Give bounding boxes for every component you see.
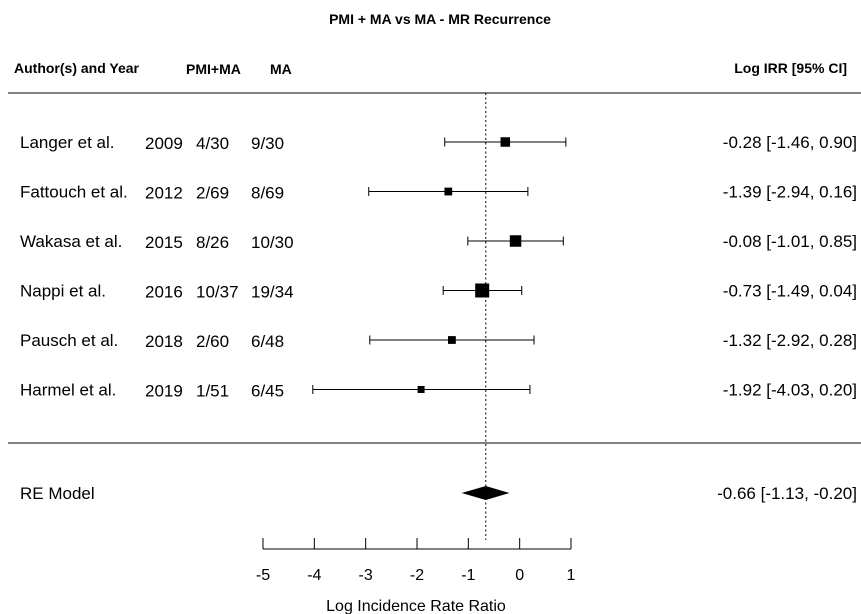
summary-diamond <box>461 486 510 500</box>
study-year: 2009 <box>145 134 183 153</box>
study-pmi-ma-events: 2/60 <box>196 332 229 351</box>
study-author: Langer et al. <box>20 133 115 152</box>
study-year: 2019 <box>145 382 183 401</box>
point-estimate <box>500 137 511 147</box>
study-pmi-ma-events: 10/37 <box>196 283 239 302</box>
study-estimate-label: -0.28 [-1.46, 0.90] <box>723 133 857 152</box>
study-year: 2012 <box>145 184 183 203</box>
study-ma-events: 19/34 <box>251 283 294 302</box>
study-ma-events: 6/45 <box>251 382 284 401</box>
x-tick-label: -1 <box>461 567 475 584</box>
x-axis: -5 -4 -3 -2 -1 0 1 <box>256 538 576 584</box>
point-estimate <box>509 235 522 247</box>
study-estimate-label: -1.39 [-2.94, 0.16] <box>723 183 857 202</box>
study-author: Fattouch et al. <box>20 183 128 202</box>
column-header-pmi-ma: PMI+MA <box>186 61 241 77</box>
study-row: Langer et al. 2009 4/30 9/30 -0.28 [-1.46, 0… <box>20 133 857 153</box>
point-estimate <box>417 386 425 393</box>
study-estimate-label: -1.32 [-2.92, 0.28] <box>723 331 857 350</box>
study-author: Wakasa et al. <box>20 232 122 251</box>
point-estimate <box>444 187 453 196</box>
study-estimate-label: -0.73 [-1.49, 0.04] <box>723 282 857 301</box>
study-row: Wakasa et al. 2015 8/26 10/30 -0.08 [-1.01, … <box>20 232 857 252</box>
study-row: Harmel et al. 2019 1/51 6/45 -1.92 [-4.03, 0… <box>20 381 857 401</box>
summary-row: RE Model -0.66 [-1.13, -0.20] <box>20 484 857 503</box>
study-author: Pausch et al. <box>20 331 118 350</box>
study-year: 2018 <box>145 332 183 351</box>
x-tick-label: -5 <box>256 567 270 584</box>
study-author: Harmel et al. <box>20 381 116 400</box>
x-tick-label: 0 <box>515 567 524 584</box>
summary-estimate-label: -0.66 [-1.13, -0.20] <box>717 484 857 503</box>
study-estimate-label: -1.92 [-4.03, 0.20] <box>723 381 857 400</box>
column-header-log-irr: Log IRR [95% CI] <box>734 60 847 76</box>
study-ma-events: 10/30 <box>251 233 294 252</box>
chart-title: PMI + MA vs MA - MR Recurrence <box>329 11 551 27</box>
study-row: Fattouch et al. 2012 2/69 8/69 -1.39 [-2.94,… <box>20 183 857 203</box>
point-estimate <box>475 283 490 298</box>
study-ma-events: 9/30 <box>251 134 284 153</box>
column-header-ma: MA <box>270 61 292 77</box>
x-tick-label: -4 <box>307 567 321 584</box>
study-pmi-ma-events: 8/26 <box>196 233 229 252</box>
x-tick-label: 1 <box>567 567 576 584</box>
study-rows: Langer et al. 2009 4/30 9/30 -0.28 [-1.46, 0… <box>20 133 857 401</box>
study-author: Nappi et al. <box>20 282 106 301</box>
study-estimate-label: -0.08 [-1.01, 0.85] <box>723 232 857 251</box>
x-axis-label: Log Incidence Rate Ratio <box>326 598 506 614</box>
summary-label: RE Model <box>20 484 95 503</box>
column-header-author-year: Author(s) and Year <box>14 60 140 76</box>
study-pmi-ma-events: 2/69 <box>196 184 229 203</box>
study-pmi-ma-events: 1/51 <box>196 382 229 401</box>
study-ma-events: 6/48 <box>251 332 284 351</box>
study-ma-events: 8/69 <box>251 184 284 203</box>
study-year: 2016 <box>145 283 183 302</box>
study-row: Pausch et al. 2018 2/60 6/48 -1.32 [-2.92, 0… <box>20 331 857 351</box>
point-estimate <box>448 336 456 344</box>
study-pmi-ma-events: 4/30 <box>196 134 229 153</box>
study-year: 2015 <box>145 233 183 252</box>
x-tick-label: -3 <box>359 567 373 584</box>
study-row: Nappi et al. 2016 10/37 19/34 -0.73 [-1.49, … <box>20 282 857 302</box>
x-tick-label: -2 <box>410 567 424 584</box>
